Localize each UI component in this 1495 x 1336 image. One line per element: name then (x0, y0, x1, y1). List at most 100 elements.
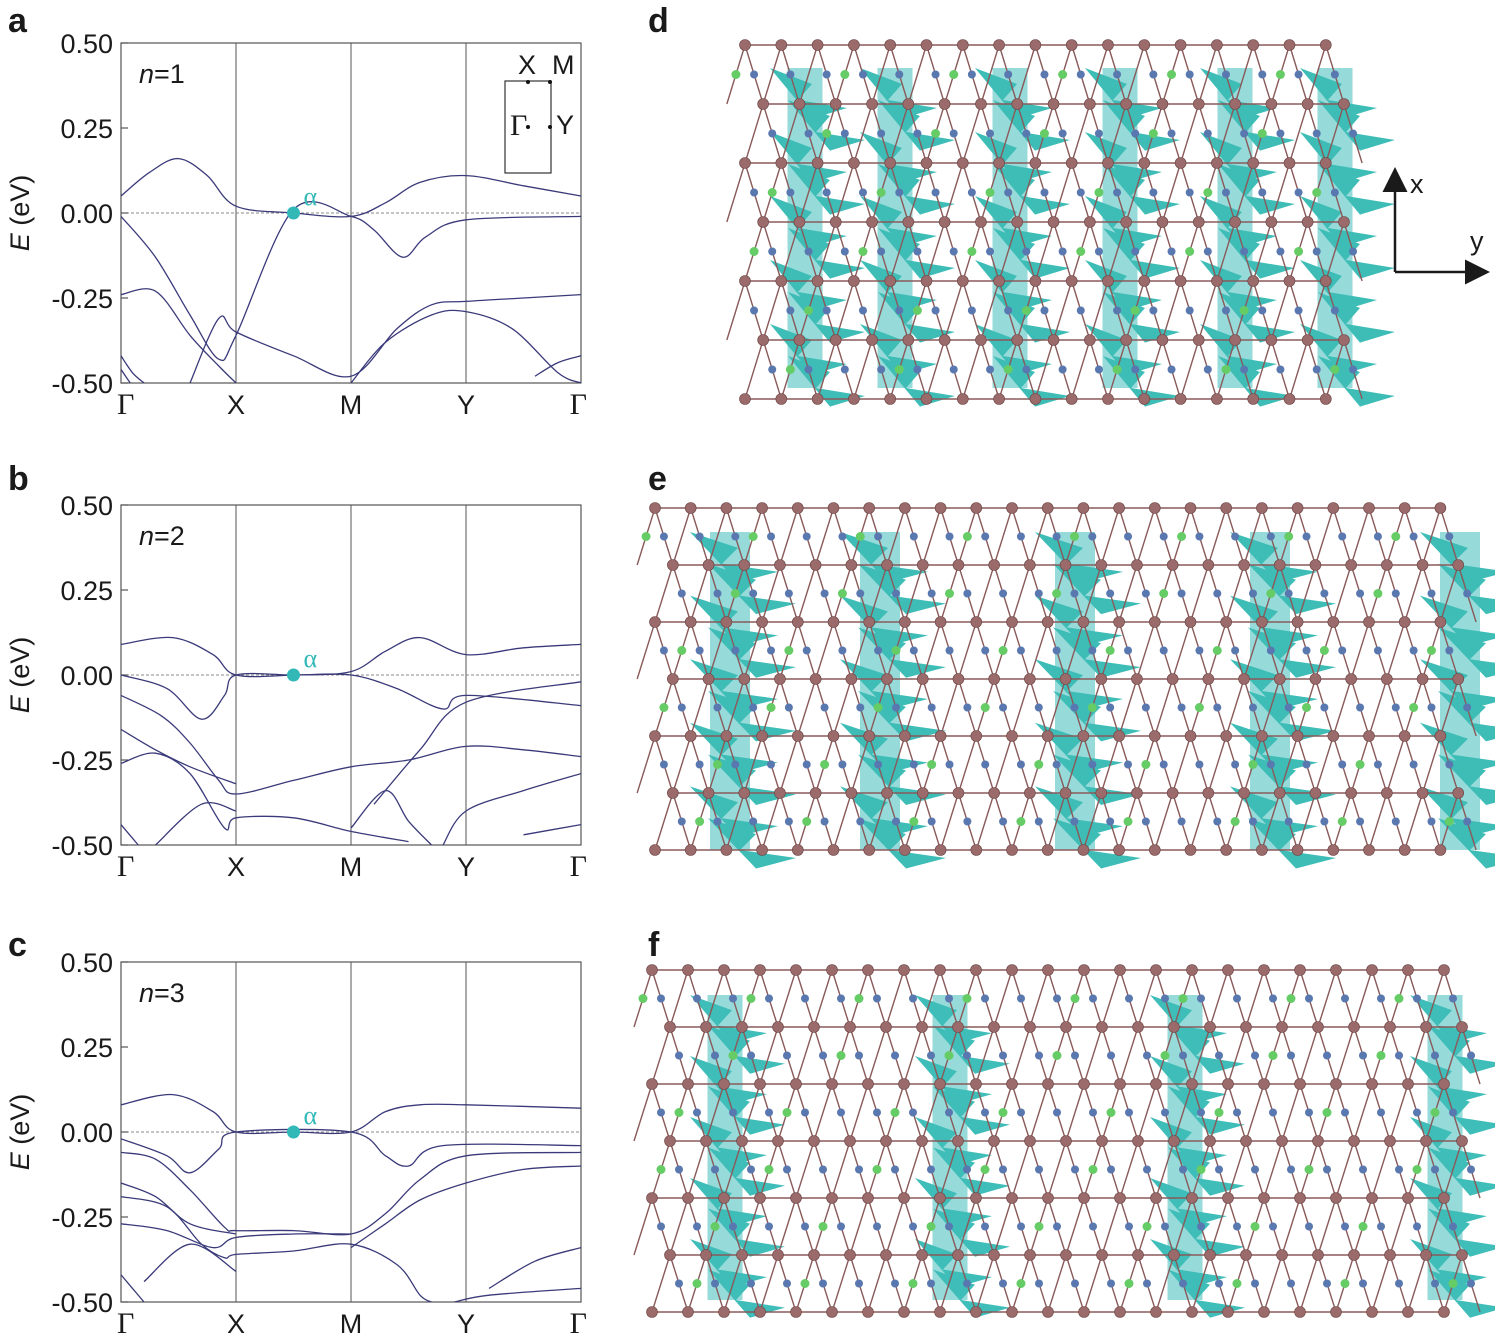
atom-green (944, 1051, 954, 1060)
density-lobe (1168, 1025, 1245, 1074)
atom-n (1323, 1051, 1331, 1060)
atom-n (949, 247, 958, 256)
atom-n (1094, 129, 1103, 138)
atom-n (1266, 760, 1275, 769)
atom-n (1094, 365, 1103, 374)
atom-fe (826, 1192, 838, 1204)
atom-fe (1320, 39, 1332, 51)
atom-fe (1060, 1021, 1072, 1033)
atom-fe (1077, 616, 1090, 628)
kpoint-label: Γ (117, 388, 134, 421)
atom-fe (754, 1306, 766, 1318)
atom-green (837, 589, 847, 598)
atom-fe (899, 730, 911, 742)
atom-fe (667, 673, 679, 685)
atom-n (1215, 1165, 1223, 1174)
atom-n (1143, 1051, 1151, 1060)
atom-green (894, 365, 904, 374)
atom-fe (1174, 157, 1187, 169)
atom-fe (934, 1306, 946, 1318)
atom-n (1251, 1279, 1259, 1288)
atom-n (1017, 1222, 1025, 1231)
atom-n (913, 365, 922, 374)
density-lobe (708, 563, 796, 615)
atom-fe (1330, 1078, 1342, 1090)
atom-fe (1211, 39, 1223, 51)
atom-n (1161, 994, 1169, 1003)
atom-green (785, 365, 795, 374)
atom-n (1294, 306, 1303, 315)
atom-fe (1166, 673, 1179, 685)
atom-fe (884, 393, 897, 405)
atom-fe (1113, 502, 1125, 514)
atom-n (837, 1108, 845, 1117)
atom-fe (1345, 559, 1357, 571)
atom-n (1341, 994, 1349, 1003)
atom-n (1305, 1108, 1313, 1117)
atom-fe (1363, 730, 1375, 742)
atom-fe (702, 673, 715, 685)
atom-n (749, 589, 758, 598)
atom-fe (793, 98, 806, 110)
atom-n (1251, 1165, 1259, 1174)
atom-n (675, 1165, 683, 1174)
atom-n (1294, 70, 1303, 79)
density-lobe (1150, 1239, 1227, 1288)
atom-fe (952, 559, 965, 571)
atom-fe (738, 787, 751, 799)
density-band (1317, 68, 1353, 388)
atom-fe (718, 1192, 730, 1204)
atom-fe (1265, 216, 1278, 228)
atom-fe (793, 216, 806, 228)
band-line-0 (121, 157, 581, 218)
atom-fe (899, 616, 911, 628)
atom-n (1431, 1165, 1439, 1174)
density-lobe (1053, 818, 1141, 869)
atom-n (1161, 1108, 1169, 1117)
atom-fe (970, 730, 983, 742)
atom-fe (1174, 275, 1187, 287)
atom-n (820, 589, 829, 598)
atom-fe (1011, 98, 1024, 110)
atom-fe (808, 1021, 820, 1033)
atom-n (873, 1108, 881, 1117)
atom-n (981, 646, 990, 655)
atom-fe (772, 1021, 784, 1033)
atom-fe (1114, 1192, 1126, 1204)
atom-fe (1348, 1249, 1360, 1261)
atom-n (1445, 646, 1454, 655)
atom-green (1266, 589, 1276, 598)
atom-fe (916, 1249, 928, 1261)
atom-fe (844, 1135, 856, 1147)
band-structure-panel-a: a0.500.250.00-0.25-0.50E (eV)Γ X M Y Γn=1αX M… (5, 2, 587, 421)
atom-n (1113, 70, 1122, 79)
atom-fe (952, 1021, 964, 1033)
atom-n (913, 247, 922, 256)
atom-green (1034, 1222, 1044, 1231)
atom-fe (774, 787, 786, 799)
atom-green (1039, 129, 1049, 138)
atom-fe (1047, 98, 1060, 110)
atom-fe (970, 502, 983, 514)
atom-fe (1059, 559, 1072, 571)
atom-n (1016, 532, 1025, 541)
atom-fe (1222, 1306, 1234, 1318)
atom-fe (844, 1249, 856, 1261)
atom-n (1071, 1165, 1079, 1174)
density-lobe (1420, 786, 1495, 837)
atom-fe (1060, 1249, 1072, 1261)
atom-n (1076, 306, 1085, 315)
atom-fe (829, 98, 842, 110)
band-line-4 (121, 752, 409, 843)
atom-green (1340, 1279, 1350, 1288)
atom-fe (718, 964, 730, 976)
atom-n (931, 70, 940, 79)
atom-fe (1247, 39, 1259, 51)
atom-n (1022, 247, 1031, 256)
band-structure-panel-b: b 0.50 0.25 0.00 -0.25 -0.50 E (eV) Γ X M Y Γn=2 α (5, 460, 587, 883)
atom-fe (970, 1192, 982, 1204)
atom-fe (1065, 157, 1078, 169)
band-structure-panel-c: c 0.50 0.25 0.00 -0.25 -0.50 E (eV) Γ X M Y Γn=3 α (5, 926, 587, 1336)
atom-n (931, 306, 940, 315)
atom-fe (1438, 1192, 1450, 1204)
